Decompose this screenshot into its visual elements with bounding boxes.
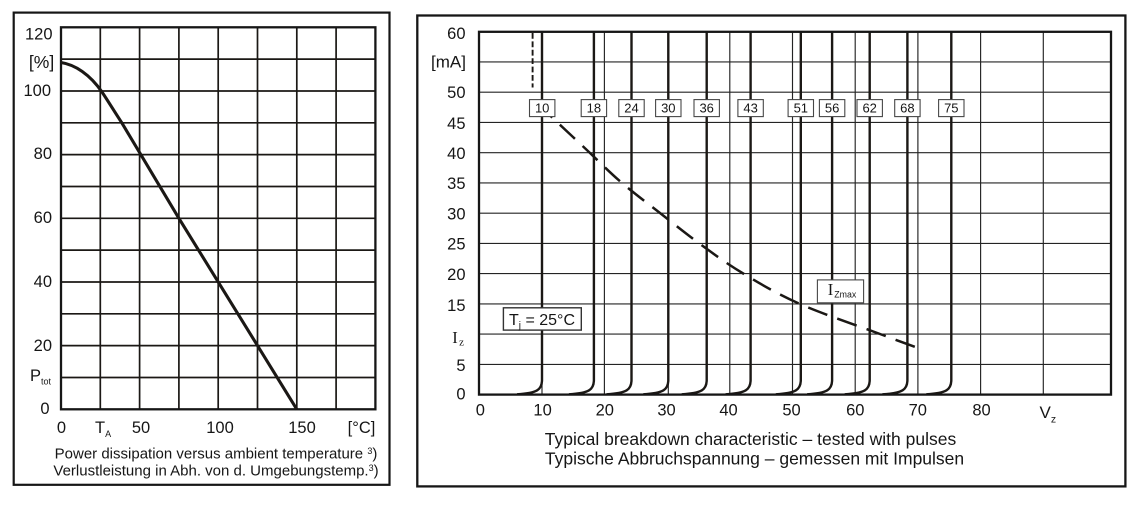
svg-text:75: 75 [944,100,958,115]
svg-text:20: 20 [34,337,52,355]
svg-text:50: 50 [132,419,150,437]
svg-text:40: 40 [447,145,465,163]
svg-text:30: 30 [661,100,675,115]
svg-text:100: 100 [23,82,51,100]
svg-text:40: 40 [34,273,52,291]
svg-text:50: 50 [447,84,465,102]
svg-text:30: 30 [447,205,465,223]
svg-text:[°C]: [°C] [348,419,376,437]
svg-text:Typical breakdown characterist: Typical breakdown characteristic – teste… [545,429,957,449]
svg-text:0: 0 [57,419,66,437]
svg-text:25: 25 [447,236,465,254]
svg-text:0: 0 [476,401,485,419]
svg-text:Zmax: Zmax [834,290,857,300]
svg-text:TA: TA [95,419,111,439]
svg-text:80: 80 [34,145,52,163]
svg-text:150: 150 [288,419,316,437]
svg-text:56: 56 [825,100,839,115]
svg-text:70: 70 [909,401,927,419]
svg-text:5: 5 [456,357,465,375]
svg-text:51: 51 [794,100,808,115]
svg-text:36: 36 [699,100,713,115]
svg-text:80: 80 [972,401,990,419]
svg-text:62: 62 [862,100,876,115]
svg-text:[%]: [%] [29,52,54,72]
svg-text:20: 20 [447,266,465,284]
svg-text:45: 45 [447,115,465,133]
svg-text:Tj = 25°C: Tj = 25°C [509,312,575,332]
svg-text:10: 10 [533,401,551,419]
svg-text:60: 60 [447,25,465,43]
svg-text:Verlustleistung in Abh. von d.: Verlustleistung in Abh. von d. Umgebungs… [53,463,378,480]
svg-text:50: 50 [782,401,800,419]
svg-text:0: 0 [40,400,49,418]
svg-text:35: 35 [447,175,465,193]
svg-text:30: 30 [657,401,675,419]
svg-text:Power dissipation versus ambie: Power dissipation versus ambient tempera… [55,446,378,463]
svg-text:20: 20 [596,401,614,419]
svg-text:Typische Abbruchspannung – gem: Typische Abbruchspannung – gemessen mit … [545,449,964,469]
svg-text:0: 0 [456,385,465,403]
svg-text:15: 15 [447,297,465,315]
svg-text:60: 60 [846,401,864,419]
svg-text:120: 120 [25,25,53,43]
svg-text:24: 24 [624,100,638,115]
svg-text:Vz: Vz [1040,403,1057,426]
svg-text:10: 10 [535,100,549,115]
svg-text:100: 100 [206,419,234,437]
svg-text:68: 68 [900,100,914,115]
svg-text:40: 40 [719,401,737,419]
svg-text:60: 60 [34,209,52,227]
svg-text:Ptot: Ptot [30,367,52,387]
svg-text:[mA]: [mA] [431,53,466,72]
svg-text:I: I [828,280,834,299]
svg-text:Iz: Iz [452,328,464,349]
svg-text:43: 43 [743,100,757,115]
svg-text:18: 18 [587,100,601,115]
